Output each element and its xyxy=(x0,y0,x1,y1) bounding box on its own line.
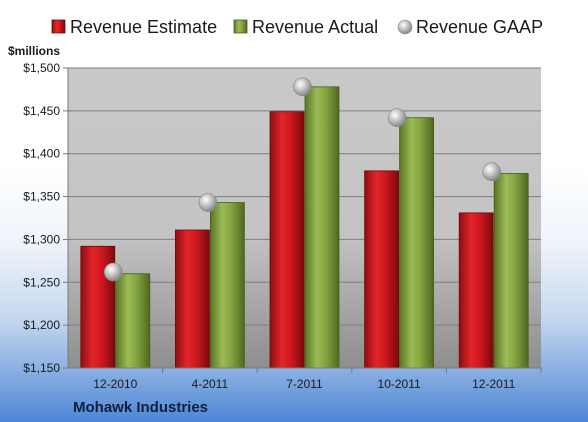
bar-revenue-estimate xyxy=(174,229,210,369)
legend-label: Revenue GAAP xyxy=(416,17,543,37)
legend-swatch-revenue-estimate xyxy=(51,19,66,34)
x-tick-label: 4-2011 xyxy=(192,377,229,391)
y-axis-unit-label: $millions xyxy=(8,44,60,58)
marker-revenue-gaap xyxy=(482,162,502,182)
company-name: Mohawk Industries xyxy=(73,399,208,416)
y-tick-label: $1,500 xyxy=(23,61,60,75)
x-tick-label: 7-2011 xyxy=(286,377,323,391)
bar-revenue-actual xyxy=(493,173,529,369)
y-tick-label: $1,300 xyxy=(23,232,60,246)
bar-revenue-estimate xyxy=(458,212,494,369)
bar-revenue-estimate xyxy=(269,111,305,369)
marker-revenue-gaap xyxy=(293,77,312,97)
y-axis-ticks: $1,150 $1,200 $1,250 $1,300 $1,350 $1,400 $1,4… xyxy=(23,61,68,375)
marker-revenue-gaap xyxy=(104,262,123,282)
x-tick-label: 12-2011 xyxy=(472,377,515,391)
bar-revenue-actual xyxy=(399,117,435,369)
x-axis-ticks: 12-2010 4-2011 7-2011 10-2011 12-2011 xyxy=(93,368,542,391)
legend-label: Revenue Estimate xyxy=(70,17,217,37)
bar-revenue-actual xyxy=(209,202,245,369)
x-tick-label: 10-2011 xyxy=(378,377,421,391)
marker-revenue-gaap xyxy=(198,193,218,212)
bar-revenue-estimate xyxy=(364,170,400,369)
bar-revenue-actual xyxy=(115,273,151,369)
marker-revenue-gaap xyxy=(387,108,407,128)
y-tick-label: $1,250 xyxy=(23,275,60,289)
legend-swatch-revenue-actual xyxy=(233,19,248,34)
bar-revenue-actual xyxy=(304,86,340,369)
y-tick-label: $1,400 xyxy=(23,147,60,161)
y-tick-label: $1,150 xyxy=(23,361,60,375)
bars xyxy=(80,86,529,369)
legend-label: Revenue Actual xyxy=(252,17,378,37)
y-tick-label: $1,450 xyxy=(23,104,60,118)
legend: Revenue Estimate Revenue Actual Revenue GA… xyxy=(51,17,543,37)
x-tick-label: 12-2010 xyxy=(93,377,137,391)
y-tick-label: $1,350 xyxy=(23,190,60,204)
y-tick-label: $1,200 xyxy=(23,318,60,332)
gaap-markers xyxy=(104,77,502,282)
legend-swatch-revenue-gaap xyxy=(397,19,413,35)
